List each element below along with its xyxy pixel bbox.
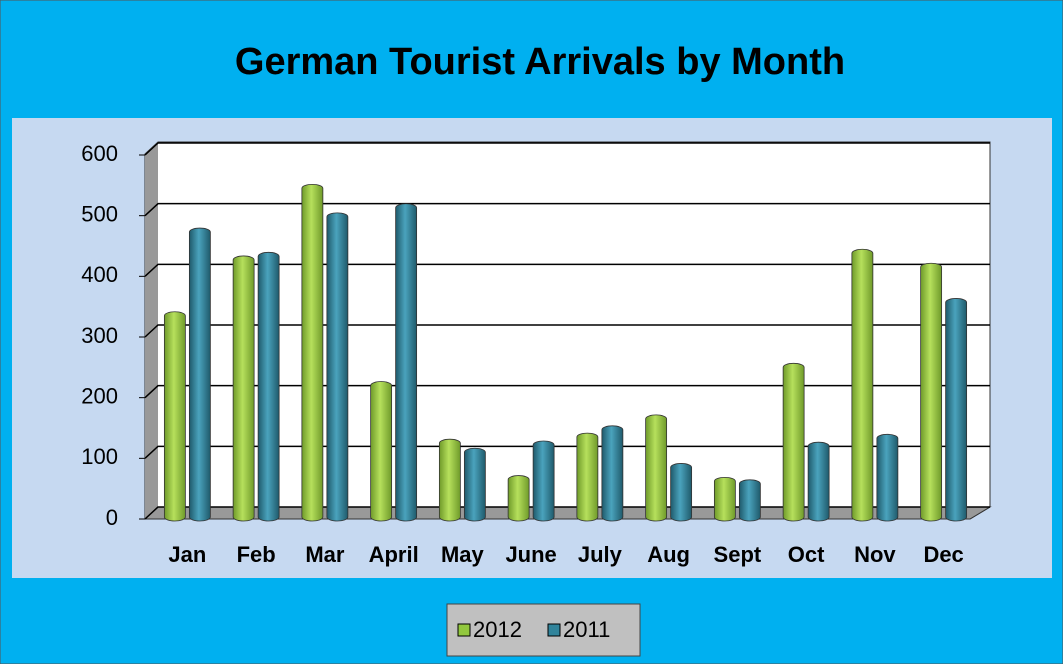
x-tick-label: July (578, 542, 623, 567)
grid-line (144, 202, 990, 217)
bar (395, 203, 418, 522)
x-tick-label: Jan (168, 542, 206, 567)
bar (301, 183, 324, 522)
y-tick-label: 200 (81, 383, 118, 408)
bar (532, 440, 555, 522)
x-tick-label: Sept (714, 542, 762, 567)
bar (670, 463, 693, 522)
bar (163, 311, 186, 522)
y-tick-label: 400 (81, 262, 118, 287)
bar (370, 381, 393, 522)
bar (713, 477, 736, 522)
bar (601, 425, 624, 522)
x-tick-label: Oct (788, 542, 825, 567)
legend-label: 2012 (473, 617, 522, 642)
bar (257, 251, 280, 522)
bar (576, 432, 599, 522)
y-tick-label: 0 (106, 505, 118, 530)
grid-line (144, 324, 990, 338)
grid-line (144, 263, 990, 277)
legend (446, 603, 641, 657)
bar (645, 414, 668, 522)
y-tick-label: 600 (81, 141, 118, 166)
y-tick-label: 500 (81, 201, 118, 226)
x-tick-label: April (369, 542, 419, 567)
bar (920, 262, 943, 522)
bar (782, 362, 805, 522)
x-tick-label: Dec (923, 542, 963, 567)
legend-label: 2011 (563, 617, 610, 642)
legend-swatch (547, 623, 561, 637)
bar (326, 212, 349, 522)
bar (807, 441, 830, 522)
grid-line (144, 142, 990, 156)
grid-line (144, 506, 990, 520)
x-tick-label: June (505, 542, 556, 567)
bar (463, 447, 486, 522)
bar (438, 438, 461, 522)
bar (851, 248, 874, 522)
x-tick-label: Nov (854, 542, 896, 567)
grid-line (144, 445, 990, 459)
bar (876, 433, 899, 522)
bar (188, 227, 211, 522)
bar (507, 475, 530, 522)
bar (945, 298, 968, 522)
chart-title: German Tourist Arrivals by Month (235, 41, 845, 83)
y-tick-label: 300 (81, 323, 118, 348)
bar (738, 479, 761, 522)
legend-swatch (457, 623, 471, 637)
y-tick-label: 100 (81, 444, 118, 469)
x-tick-label: Feb (237, 542, 276, 567)
bar (232, 255, 255, 522)
x-tick-label: May (441, 542, 485, 567)
x-tick-label: Mar (305, 542, 345, 567)
grid-line (144, 384, 990, 399)
x-tick-label: Aug (647, 542, 690, 567)
